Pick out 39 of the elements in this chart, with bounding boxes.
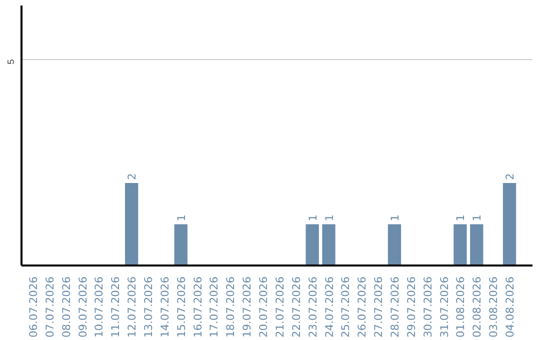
data-label: 1: [470, 214, 484, 222]
x-tick-label: 14.07.2026: [158, 276, 172, 338]
x-tick-label: 27.07.2026: [372, 276, 386, 338]
x-tick-label: 31.07.2026: [438, 276, 451, 338]
x-tick-label: 16.07.2026: [191, 276, 204, 338]
data-label: 1: [306, 214, 320, 222]
x-tick-label: 25.07.2026: [339, 276, 352, 338]
x-tick-label: 18.07.2026: [224, 276, 238, 338]
x-tick-label: 01.08.2026: [454, 276, 468, 338]
x-tick-label: 28.07.2026: [388, 276, 402, 338]
x-tick-label: 13.07.2026: [142, 276, 156, 338]
x-tick-label: 17.07.2026: [208, 276, 221, 338]
x-tick-label: 09.07.2026: [76, 276, 90, 338]
data-label: 1: [322, 214, 336, 222]
x-tick-label: 23.07.2026: [306, 276, 320, 338]
x-tick-label: 10.07.2026: [92, 276, 106, 338]
x-tick-label: 29.07.2026: [404, 276, 418, 338]
x-tick-label: 26.07.2026: [356, 276, 369, 338]
data-label: 1: [174, 214, 188, 222]
data-label: 2: [126, 173, 139, 180]
data-label: 1: [454, 214, 468, 222]
x-tick-label: 07.07.2026: [43, 276, 56, 338]
x-tick-label: 15.07.2026: [174, 276, 188, 338]
x-tick-label: 22.07.2026: [290, 276, 303, 338]
data-label: 1: [388, 214, 402, 222]
x-tick-label: 19.07.2026: [240, 276, 254, 338]
x-tick-label: 12.07.2026: [126, 276, 139, 338]
y-tick-label: 5: [6, 59, 16, 64]
x-tick-label: 11.07.2026: [109, 276, 122, 338]
x-tick-label: 08.07.2026: [60, 276, 73, 338]
x-tick-label: 21.07.2026: [273, 276, 286, 338]
x-tick-label: 06.07.2026: [27, 276, 40, 338]
x-tick-label: 24.07.2026: [322, 276, 336, 338]
x-tick-label: 02.08.2026: [470, 276, 484, 338]
x-tick-label: 30.07.2026: [421, 276, 434, 338]
data-label: 2: [503, 173, 516, 180]
x-tick-label: 03.08.2026: [487, 276, 500, 338]
x-tick-label: 20.07.2026: [257, 276, 270, 338]
x-tick-label: 04.08.2026: [503, 276, 516, 338]
